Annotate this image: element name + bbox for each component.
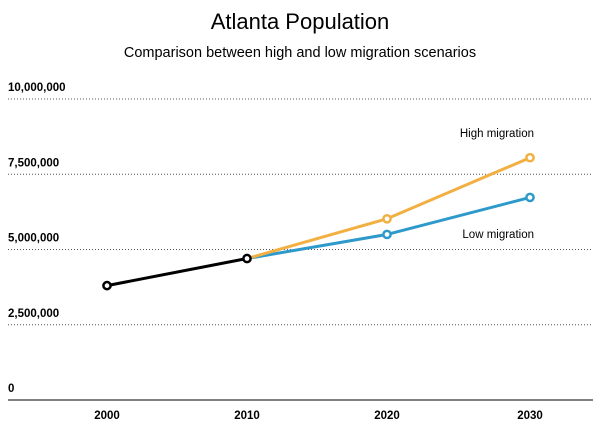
series-lines xyxy=(105,156,532,288)
chart-subtitle: Comparison between high and low migratio… xyxy=(124,45,476,61)
y-tick-label: 2,500,000 xyxy=(8,308,59,320)
x-tick-label: 2010 xyxy=(234,410,260,422)
grid xyxy=(8,98,593,401)
y-tick-label: 5,000,000 xyxy=(8,233,59,245)
y-axis: 0 2,500,000 5,000,000 7,500,000 10,000,000 xyxy=(8,82,66,395)
series-labels: High migration Low migration xyxy=(460,128,534,241)
y-tick-label: 10,000,000 xyxy=(8,82,66,94)
data-point-historical xyxy=(242,253,252,264)
series-line-low xyxy=(245,195,532,261)
x-axis: 2000 2010 2020 2030 xyxy=(94,410,543,422)
data-point-low xyxy=(525,192,535,203)
x-tick-label: 2020 xyxy=(374,410,400,422)
series-label-high: High migration xyxy=(460,128,534,140)
series-points xyxy=(102,152,535,291)
x-tick-label: 2030 xyxy=(517,410,543,422)
data-point-high xyxy=(382,213,392,224)
data-point-high xyxy=(525,152,535,163)
y-tick-label: 7,500,000 xyxy=(8,157,59,169)
series-label-low: Low migration xyxy=(462,229,534,241)
data-point-low xyxy=(382,229,392,240)
chart-title: Atlanta Population xyxy=(211,9,390,34)
x-tick-label: 2000 xyxy=(94,410,120,422)
series-line-historical xyxy=(105,257,249,288)
data-point-historical xyxy=(102,280,112,291)
y-tick-label: 0 xyxy=(8,383,14,395)
